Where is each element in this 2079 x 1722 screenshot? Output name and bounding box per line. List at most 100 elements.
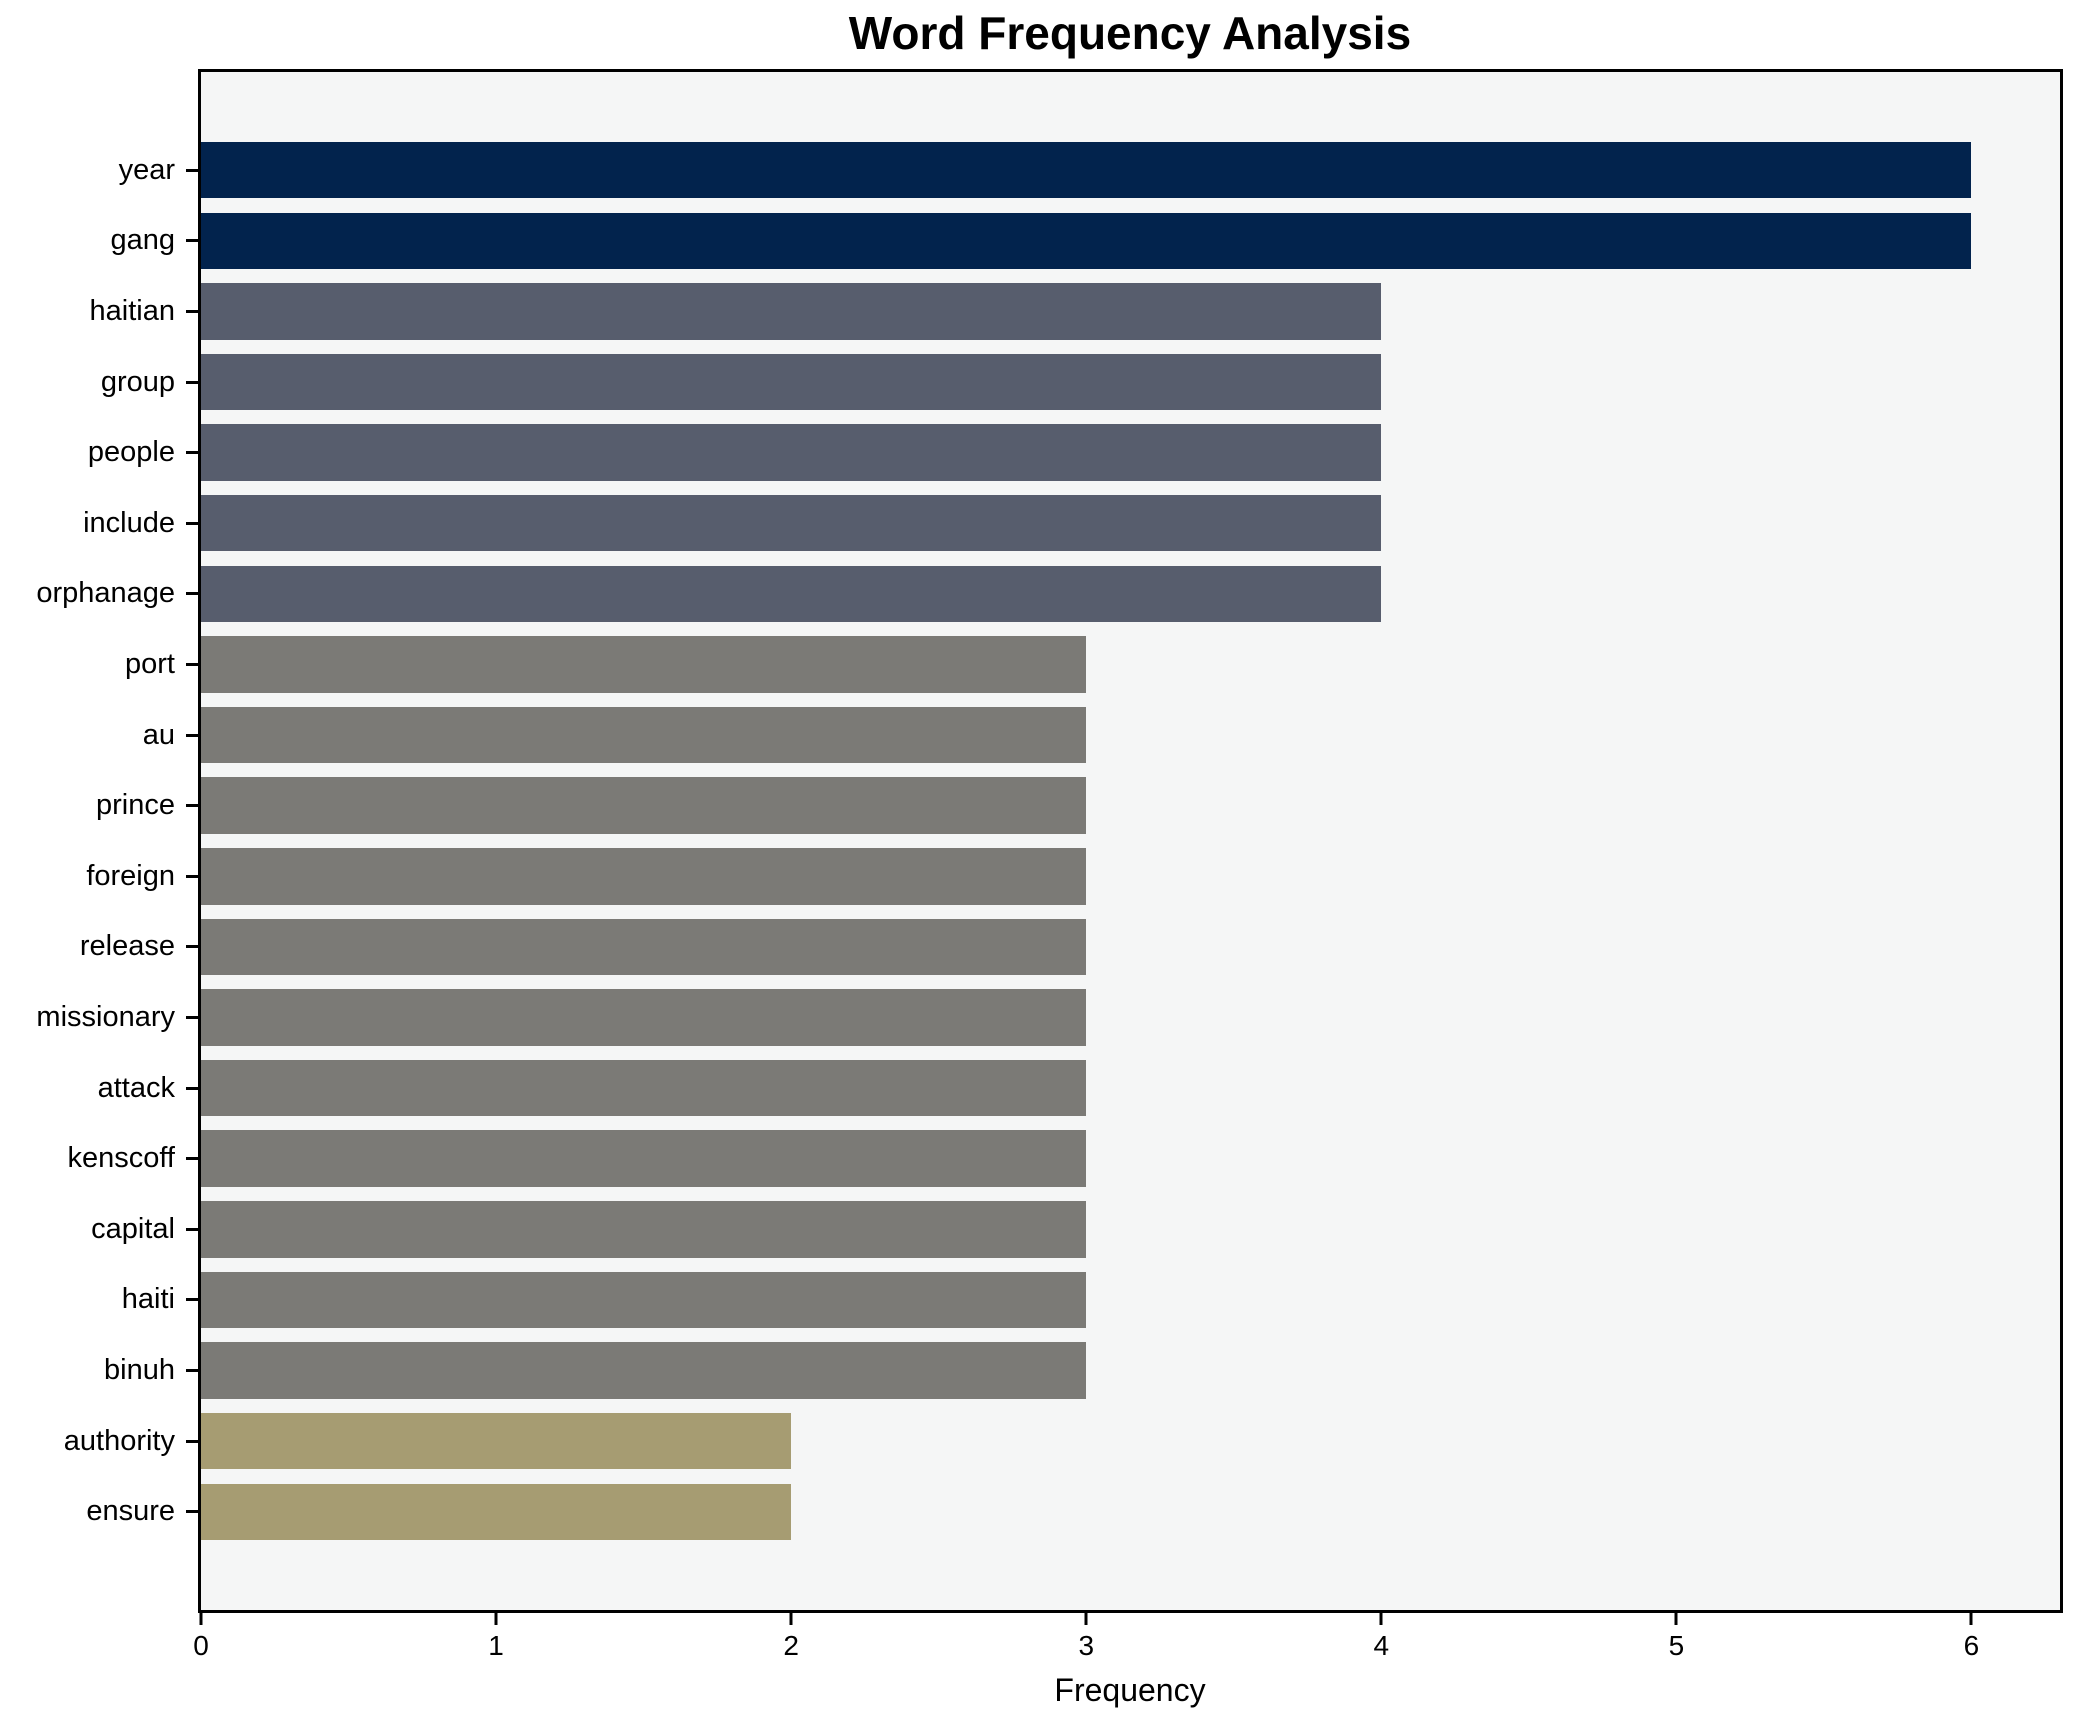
y-tick-label: group bbox=[100, 365, 175, 398]
y-tick-mark bbox=[186, 1369, 198, 1373]
x-tick-mark bbox=[789, 1613, 793, 1625]
bar-row: prince bbox=[96, 770, 2060, 841]
y-tick-label: year bbox=[118, 153, 175, 186]
frequency-bar bbox=[201, 989, 1087, 1046]
frequency-bar bbox=[201, 1201, 1087, 1258]
y-tick-mark bbox=[186, 945, 198, 949]
bar-row: people bbox=[88, 417, 2060, 488]
x-axis-title: Frequency bbox=[1054, 1672, 1206, 1708]
y-tick-label: foreign bbox=[86, 859, 175, 892]
bar-row: missionary bbox=[36, 982, 2060, 1053]
y-tick-label: missionary bbox=[36, 1001, 175, 1033]
bar-row: capital bbox=[91, 1194, 2060, 1265]
bar-row: group bbox=[101, 347, 2060, 418]
frequency-bar bbox=[201, 141, 1972, 199]
y-tick-label: people bbox=[87, 436, 175, 469]
plot-area: year gang haitian group people include orphana… bbox=[36, 69, 2063, 1613]
y-tick-mark bbox=[186, 380, 198, 384]
bar-row: au bbox=[143, 700, 2060, 771]
y-tick-mark bbox=[186, 1016, 198, 1019]
x-tick-mark bbox=[199, 1613, 203, 1625]
x-tick-label: 0 bbox=[193, 1630, 209, 1661]
y-tick-label: port bbox=[125, 647, 175, 680]
x-tick-label: 4 bbox=[1373, 1630, 1390, 1661]
bar-row: kenscoff bbox=[68, 1123, 2060, 1194]
y-tick-label: haiti bbox=[121, 1283, 175, 1316]
frequency-bar bbox=[201, 636, 1087, 693]
y-tick-mark bbox=[186, 1298, 198, 1302]
y-tick-label: orphanage bbox=[36, 577, 175, 610]
bar-row: authority bbox=[64, 1406, 2060, 1477]
frequency-bar bbox=[201, 283, 1382, 340]
bar-row: year bbox=[119, 135, 2060, 206]
y-tick-label: gang bbox=[110, 224, 175, 257]
frequency-bar bbox=[201, 494, 1382, 552]
bar-row: port bbox=[125, 629, 2060, 700]
y-tick-label: authority bbox=[63, 1424, 175, 1457]
bar-row: orphanage bbox=[36, 559, 2060, 630]
y-tick-mark bbox=[186, 1227, 198, 1231]
y-tick-mark bbox=[186, 733, 198, 737]
x-tick-mark bbox=[1379, 1613, 1383, 1625]
y-tick-label: prince bbox=[96, 789, 175, 822]
bar-row: ensure bbox=[86, 1476, 2060, 1547]
bars-container: year gang haitian group people include orphana… bbox=[36, 72, 2060, 1610]
frequency-bar bbox=[201, 212, 1972, 270]
x-tick-label: 5 bbox=[1668, 1630, 1685, 1661]
frequency-bar bbox=[201, 777, 1087, 834]
x-tick-mark bbox=[1969, 1613, 1973, 1625]
frequency-bar bbox=[201, 1342, 1087, 1399]
frequency-bar bbox=[201, 918, 1087, 976]
y-tick-mark bbox=[186, 662, 198, 666]
y-tick-mark bbox=[186, 874, 198, 878]
bar-row: attack bbox=[98, 1053, 2060, 1124]
x-tick-mark bbox=[1674, 1613, 1678, 1625]
bar-row: haiti bbox=[122, 1265, 2060, 1336]
y-tick-label: binuh bbox=[104, 1354, 175, 1387]
chart-title: Word Frequency Analysis bbox=[848, 7, 1412, 59]
y-tick-label: include bbox=[83, 506, 175, 539]
frequency-bar bbox=[201, 1271, 1087, 1329]
y-tick-label: haitian bbox=[89, 294, 175, 327]
y-tick-label: au bbox=[142, 718, 175, 751]
frequency-bar bbox=[201, 424, 1382, 481]
y-tick-mark bbox=[186, 521, 198, 525]
y-tick-mark bbox=[186, 592, 198, 596]
y-tick-label: ensure bbox=[86, 1495, 175, 1528]
y-tick-mark bbox=[186, 239, 198, 243]
x-tick-label: 1 bbox=[488, 1630, 504, 1661]
y-tick-label: kenscoff bbox=[67, 1142, 175, 1175]
frequency-bar bbox=[201, 1483, 792, 1541]
frequency-bar bbox=[201, 353, 1382, 411]
x-axis: 0 1 2 3 4 5 6 bbox=[193, 1613, 2060, 1713]
x-tick-label: 2 bbox=[783, 1630, 799, 1661]
bar-row: haitian bbox=[90, 276, 2060, 347]
y-tick-label: capital bbox=[91, 1212, 175, 1245]
y-tick-mark bbox=[186, 804, 198, 808]
x-tick-label: 6 bbox=[1963, 1630, 1980, 1661]
y-tick-label: release bbox=[79, 930, 175, 963]
bar-row: binuh bbox=[104, 1335, 2060, 1406]
y-tick-label: attack bbox=[97, 1071, 175, 1104]
bar-row: foreign bbox=[86, 841, 2060, 912]
x-tick-mark bbox=[1084, 1613, 1088, 1625]
y-tick-mark bbox=[186, 1439, 198, 1443]
frequency-bar bbox=[201, 1412, 792, 1470]
y-tick-mark bbox=[186, 1086, 198, 1090]
y-tick-mark bbox=[186, 168, 198, 172]
frequency-bar bbox=[201, 706, 1087, 764]
bar-row: gang bbox=[110, 206, 2060, 277]
bar-row: release bbox=[80, 912, 2060, 983]
x-tick-label: 3 bbox=[1078, 1630, 1095, 1661]
frequency-bar bbox=[201, 1130, 1087, 1187]
x-tick-mark bbox=[494, 1613, 498, 1625]
bar-row: include bbox=[83, 488, 2060, 559]
y-tick-mark bbox=[186, 1157, 198, 1161]
frequency-bar bbox=[201, 565, 1382, 623]
frequency-bar bbox=[201, 1059, 1087, 1117]
y-tick-mark bbox=[186, 1510, 198, 1514]
y-tick-mark bbox=[186, 451, 198, 455]
frequency-bar bbox=[201, 848, 1087, 905]
y-tick-mark bbox=[186, 309, 198, 313]
